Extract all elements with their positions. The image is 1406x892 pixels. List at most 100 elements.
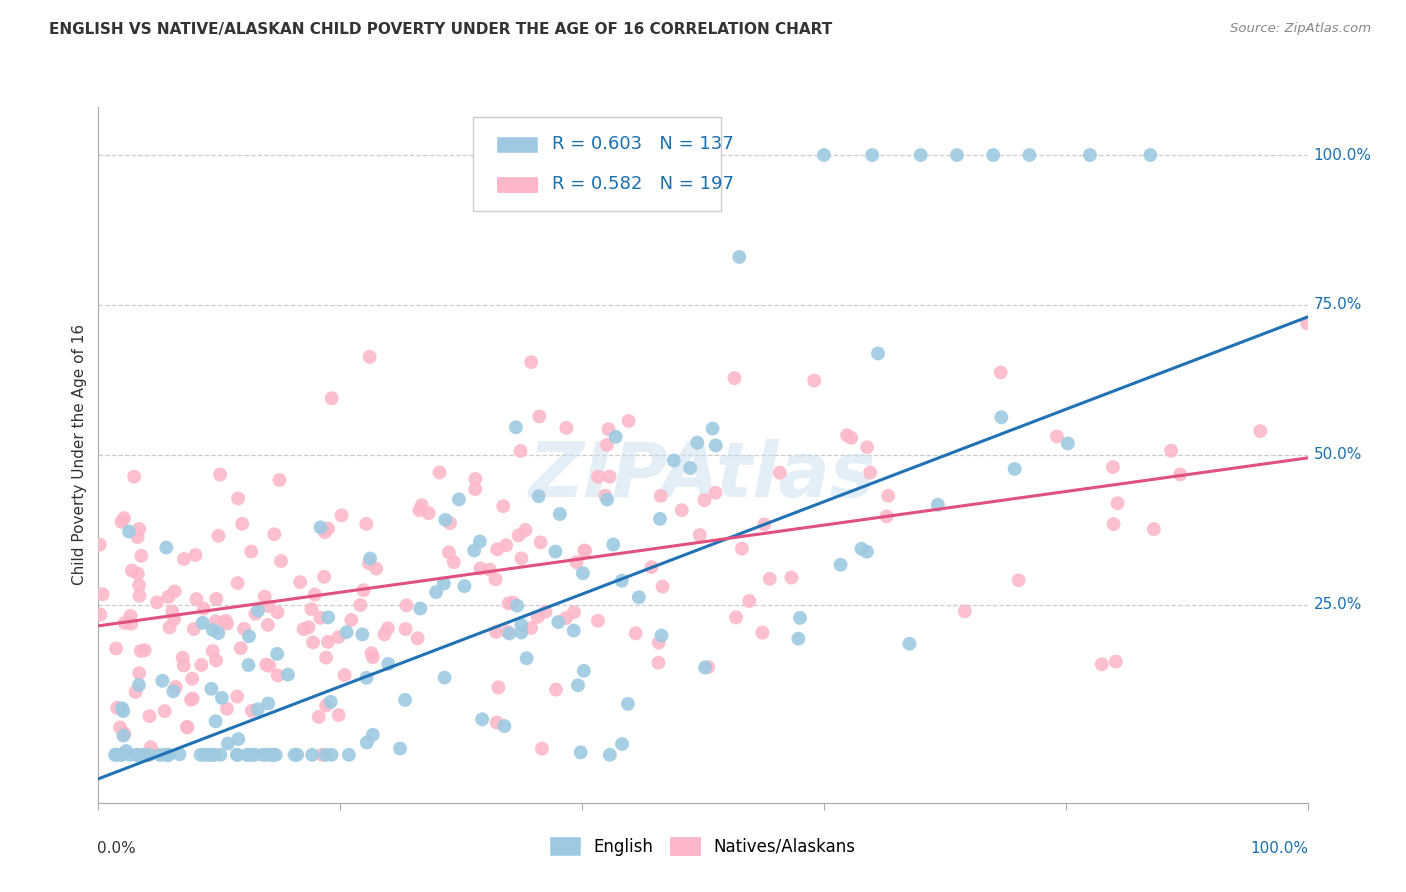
Point — [245, 607, 267, 621]
Point — [1105, 655, 1128, 669]
Point — [157, 590, 180, 604]
Point — [112, 511, 135, 525]
Point — [520, 355, 543, 369]
Point — [253, 590, 276, 604]
Point — [492, 499, 515, 513]
FancyBboxPatch shape — [498, 177, 537, 192]
Point — [205, 653, 228, 667]
Point — [453, 579, 475, 593]
Point — [194, 747, 217, 762]
Point — [574, 543, 596, 558]
Point — [704, 485, 727, 500]
Point — [505, 420, 527, 434]
Text: 75.0%: 75.0% — [1313, 297, 1362, 312]
Point — [360, 646, 382, 660]
Point — [876, 509, 898, 524]
Point — [1102, 460, 1125, 475]
Point — [565, 555, 588, 569]
Point — [586, 469, 609, 483]
Point — [544, 682, 567, 697]
Point — [263, 747, 285, 762]
Point — [163, 612, 186, 626]
Point — [105, 641, 128, 656]
Point — [311, 747, 333, 762]
Text: 100.0%: 100.0% — [1313, 147, 1372, 162]
Point — [297, 620, 319, 634]
Point — [315, 650, 337, 665]
Point — [835, 428, 858, 442]
Point — [356, 516, 378, 531]
Point — [138, 709, 160, 723]
Point — [366, 561, 388, 575]
Point — [486, 542, 509, 557]
Point — [408, 503, 430, 517]
Point — [498, 626, 520, 640]
Point — [650, 489, 672, 503]
Point — [866, 346, 889, 360]
Point — [1168, 467, 1191, 482]
Point — [240, 704, 263, 718]
Point — [184, 548, 207, 562]
Text: R = 0.603   N = 137: R = 0.603 N = 137 — [551, 136, 734, 153]
Point — [120, 616, 142, 631]
Point — [226, 747, 249, 762]
Point — [377, 657, 399, 671]
Point — [353, 583, 375, 598]
Point — [562, 605, 585, 619]
Point — [226, 576, 249, 591]
Point — [647, 656, 669, 670]
Point — [394, 693, 416, 707]
Point — [316, 610, 339, 624]
Point — [207, 529, 229, 543]
Legend: English, Natives/Alaskans: English, Natives/Alaskans — [543, 829, 863, 864]
Point — [1056, 436, 1078, 450]
Point — [127, 566, 149, 581]
Point — [110, 747, 132, 762]
Text: R = 0.582   N = 197: R = 0.582 N = 197 — [551, 176, 734, 194]
Point — [202, 747, 225, 762]
Point — [447, 492, 470, 507]
Point — [122, 469, 145, 483]
Point — [155, 541, 177, 555]
Point — [110, 515, 132, 529]
Point — [596, 492, 619, 507]
Point — [510, 625, 533, 640]
Point — [1249, 424, 1271, 438]
Point — [515, 523, 537, 537]
Point — [526, 610, 548, 624]
Point — [204, 714, 226, 729]
Point — [180, 692, 202, 706]
Point — [510, 551, 533, 566]
Point — [256, 747, 278, 762]
Point — [124, 685, 146, 699]
Point — [118, 524, 141, 539]
Point — [555, 421, 578, 435]
Point — [292, 622, 315, 636]
Point — [183, 622, 205, 636]
Point — [429, 466, 451, 480]
Point — [191, 615, 214, 630]
Point — [617, 697, 640, 711]
Point — [264, 747, 287, 762]
Point — [602, 537, 624, 551]
Point — [946, 148, 969, 162]
Point — [702, 421, 724, 435]
Point — [437, 545, 460, 559]
Point — [1107, 496, 1129, 510]
Point — [263, 527, 285, 541]
Point — [409, 601, 432, 615]
Point — [433, 671, 456, 685]
Point — [290, 575, 312, 590]
Point — [155, 747, 177, 762]
Text: 0.0%: 0.0% — [97, 841, 136, 856]
Point — [169, 747, 191, 762]
Point — [257, 697, 280, 711]
Point — [496, 624, 519, 639]
Point — [240, 747, 263, 762]
Point — [787, 632, 810, 646]
Point — [125, 747, 148, 762]
Point — [128, 522, 150, 536]
Point — [285, 747, 308, 762]
Point — [316, 635, 339, 649]
Point — [336, 625, 359, 640]
